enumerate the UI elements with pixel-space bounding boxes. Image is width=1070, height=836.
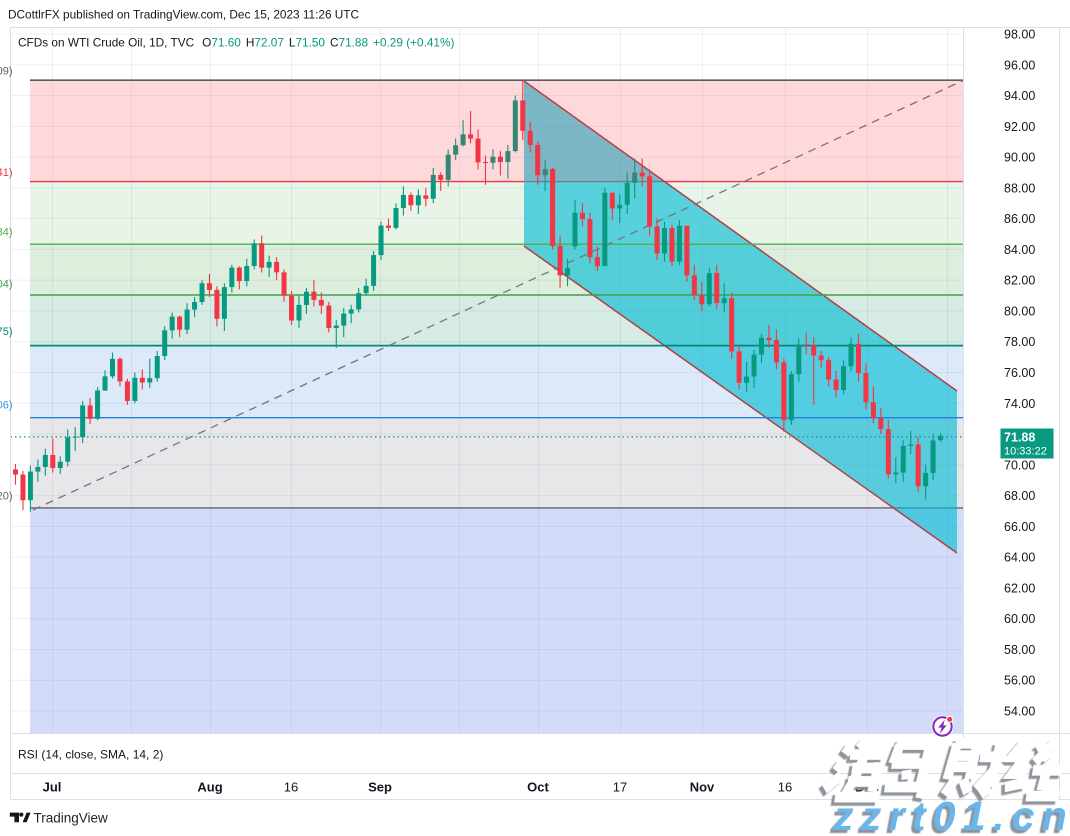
svg-text:62.00: 62.00 [1004,581,1035,595]
svg-text:88.00: 88.00 [1004,181,1035,195]
svg-text:0.5 (81.04): 0.5 (81.04) [0,278,13,290]
svg-text:Oct: Oct [527,780,549,795]
svg-text:Jul: Jul [43,780,62,795]
svg-text:96.00: 96.00 [1004,58,1035,72]
svg-text:54.00: 54.00 [1004,705,1035,719]
svg-text:zzrt01.cn: zzrt01.cn [832,793,1070,836]
svg-text:84.00: 84.00 [1004,243,1035,257]
svg-text:56.00: 56.00 [1004,674,1035,688]
svg-text:98.00: 98.00 [1004,28,1035,42]
svg-text:0.382 (84.34): 0.382 (84.34) [0,226,13,238]
svg-text:0.786 (73.06): 0.786 (73.06) [0,399,13,411]
svg-text:80.00: 80.00 [1004,305,1035,319]
svg-text:0.618 (77.75): 0.618 (77.75) [0,326,13,338]
svg-text:74.00: 74.00 [1004,397,1035,411]
svg-text:DCottlrFX published on Trading: DCottlrFX published on TradingView.com, … [8,8,360,22]
svg-text:Aug: Aug [197,780,222,795]
svg-text:78.00: 78.00 [1004,335,1035,349]
svg-text:64.00: 64.00 [1004,551,1035,565]
svg-text:94.00: 94.00 [1004,89,1035,103]
svg-text:1 (67.20): 1 (67.20) [0,490,13,502]
svg-text:86.00: 86.00 [1004,212,1035,226]
svg-text:17: 17 [613,780,627,795]
svg-text:82.00: 82.00 [1004,274,1035,288]
svg-text:10:33:22: 10:33:22 [1004,446,1047,458]
svg-text:70.00: 70.00 [1004,458,1035,472]
svg-text:60.00: 60.00 [1004,612,1035,626]
svg-text:CFDs on WTI Crude Oil, 1D, TVC: CFDs on WTI Crude Oil, 1D, TVC O71.60 H72.… [18,36,454,50]
svg-text:RSI (14, close, SMA, 14, 2): RSI (14, close, SMA, 14, 2) [18,748,163,762]
svg-text:68.00: 68.00 [1004,489,1035,503]
svg-text:92.00: 92.00 [1004,120,1035,134]
svg-text:16: 16 [778,780,792,795]
svg-text:66.00: 66.00 [1004,520,1035,534]
svg-text:16: 16 [284,780,298,795]
svg-text:TradingView: TradingView [34,811,109,826]
svg-text:76.00: 76.00 [1004,366,1035,380]
svg-text:58.00: 58.00 [1004,643,1035,657]
svg-text:71.88: 71.88 [1004,431,1035,445]
svg-text:90.00: 90.00 [1004,151,1035,165]
svg-text:0 (95.09): 0 (95.09) [0,65,13,77]
svg-text:Sep: Sep [368,780,392,795]
svg-text:0.236 (88.41): 0.236 (88.41) [0,167,13,179]
svg-text:Nov: Nov [690,780,715,795]
